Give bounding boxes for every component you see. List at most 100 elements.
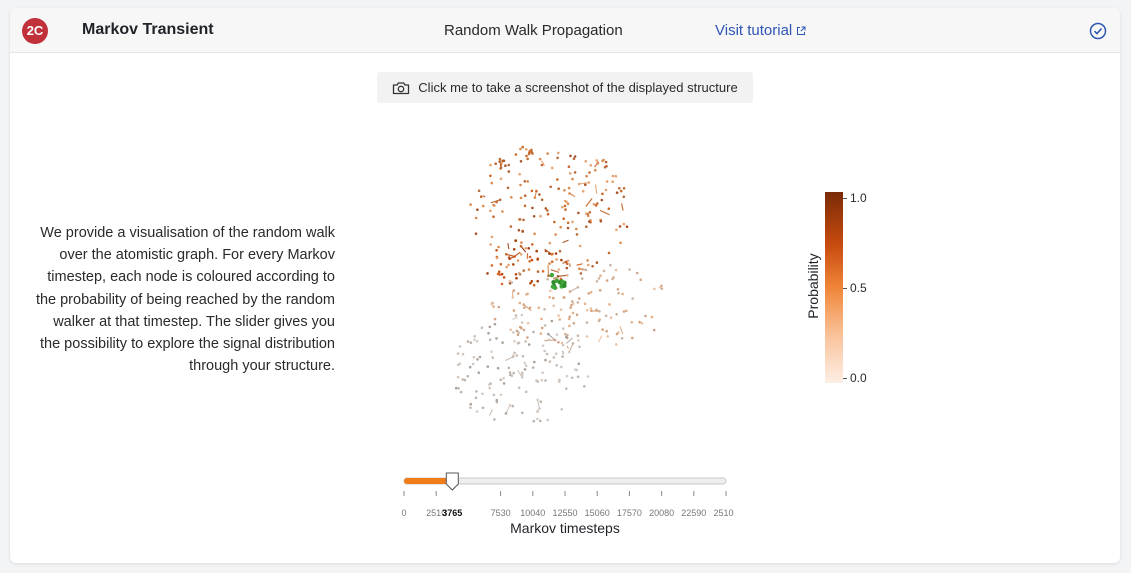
slider-tick-label: 22590 <box>681 508 706 518</box>
atom-node <box>498 198 502 202</box>
atom-node <box>586 259 589 262</box>
atom-node <box>546 209 549 212</box>
atom-node <box>512 248 516 251</box>
slider-handle[interactable] <box>445 472 459 491</box>
atom-node <box>536 257 540 261</box>
atom-node <box>559 225 562 229</box>
atom-node <box>631 336 634 340</box>
atom-node <box>568 324 571 328</box>
atom-bond <box>541 160 545 167</box>
atom-bond <box>576 263 583 266</box>
atom-node <box>519 196 523 200</box>
atom-node <box>539 400 543 404</box>
atom-node <box>518 218 522 221</box>
atom-node <box>630 321 634 324</box>
atom-node <box>650 315 654 319</box>
atom-node <box>531 206 534 210</box>
atom-node <box>459 390 463 394</box>
atom-node <box>558 380 561 384</box>
atom-node <box>501 341 504 344</box>
atom-node <box>518 301 522 305</box>
walker-start-node <box>549 272 555 278</box>
atom-node <box>526 336 529 339</box>
atom-node <box>524 247 527 250</box>
atom-node <box>546 418 550 422</box>
atom-node <box>539 332 543 335</box>
atom-node <box>517 272 521 275</box>
atom-node <box>536 270 540 273</box>
timestep-slider[interactable]: 0 2510 7530 10040 12550 15060 17570 20080 22590 2… <box>394 463 734 519</box>
atom-node <box>620 337 624 340</box>
atom-node <box>512 309 516 312</box>
atom-node <box>614 174 618 178</box>
atom-node <box>469 402 472 406</box>
atom-node <box>540 198 544 201</box>
colorbar-title: Probability <box>805 253 821 319</box>
atom-node <box>622 222 626 226</box>
atom-node <box>531 366 535 369</box>
atom-node <box>565 374 569 378</box>
atom-node <box>611 277 614 281</box>
atom-node <box>640 321 644 325</box>
slider-tick-label: 2510 <box>426 508 446 518</box>
atom-node <box>577 339 580 342</box>
atom-node <box>544 379 547 382</box>
visit-tutorial-label: Visit tutorial <box>715 22 793 39</box>
atom-node <box>596 202 599 205</box>
atom-node <box>598 310 601 313</box>
atom-node <box>560 258 563 262</box>
atom-node <box>568 192 571 195</box>
atom-node <box>527 343 531 346</box>
atom-node <box>519 147 522 151</box>
atom-node <box>562 296 565 299</box>
check-circle-icon[interactable] <box>1089 22 1107 40</box>
atom-node <box>481 392 484 396</box>
atom-node <box>599 274 602 277</box>
atom-bond <box>591 310 600 312</box>
slider-fill <box>404 478 453 484</box>
atom-node <box>488 386 491 390</box>
atom-node <box>589 164 593 167</box>
atom-node <box>583 385 586 388</box>
app-logo-badge: 2C <box>22 18 48 44</box>
atom-node <box>511 404 514 408</box>
slider-tick-label: 7530 <box>491 508 511 518</box>
atom-node <box>556 178 559 181</box>
atom-node <box>548 360 552 363</box>
atom-node <box>456 363 460 367</box>
atom-node <box>540 163 544 167</box>
atom-node <box>472 356 476 359</box>
atom-node <box>456 375 460 379</box>
atom-bond <box>512 316 518 320</box>
atom-node <box>481 406 485 410</box>
atom-node <box>584 160 588 163</box>
atom-node <box>587 181 591 184</box>
atom-node <box>557 340 560 344</box>
atom-node <box>507 263 510 267</box>
molecule-structure-view[interactable] <box>430 130 700 440</box>
atom-node <box>576 286 580 289</box>
atom-node <box>509 373 512 377</box>
header-bar: 2C Markov Transient Random Walk Propagat… <box>10 8 1120 53</box>
atom-node <box>481 204 485 208</box>
atom-node <box>559 308 563 311</box>
atom-node <box>473 335 476 338</box>
visit-tutorial-link[interactable]: Visit tutorial <box>715 22 806 39</box>
camera-icon <box>393 81 410 94</box>
atom-node <box>585 225 588 228</box>
screenshot-button[interactable]: Click me to take a screenshot of the dis… <box>377 72 753 103</box>
atom-node <box>536 398 539 402</box>
atom-node <box>563 189 566 192</box>
atom-bond <box>568 343 574 353</box>
atom-node <box>565 200 568 204</box>
atom-node <box>522 269 525 272</box>
atom-node <box>474 216 478 220</box>
atom-node <box>493 322 497 326</box>
atom-node <box>490 181 494 185</box>
atom-node <box>547 338 551 341</box>
atom-node <box>579 272 583 275</box>
atom-node <box>568 290 572 293</box>
atom-node <box>512 331 515 334</box>
atom-node <box>556 156 559 160</box>
atom-node <box>501 210 504 213</box>
